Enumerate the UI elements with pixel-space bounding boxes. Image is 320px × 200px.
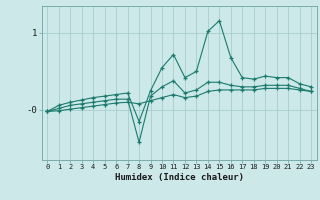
X-axis label: Humidex (Indice chaleur): Humidex (Indice chaleur) [115, 173, 244, 182]
